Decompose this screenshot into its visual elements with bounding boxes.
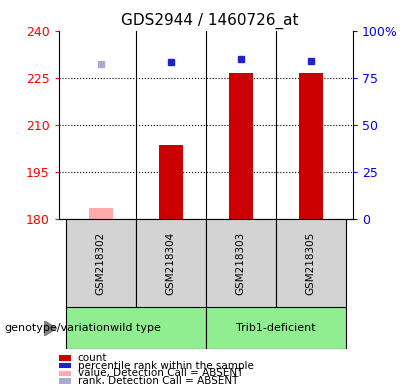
Bar — [89, 208, 113, 219]
Bar — [299, 73, 323, 219]
FancyBboxPatch shape — [206, 307, 346, 349]
Text: count: count — [78, 353, 107, 363]
Text: rank, Detection Call = ABSENT: rank, Detection Call = ABSENT — [78, 376, 238, 384]
Bar — [228, 73, 253, 219]
Text: GSM218303: GSM218303 — [236, 232, 246, 295]
Text: Trib1-deficient: Trib1-deficient — [236, 323, 315, 333]
Text: genotype/variation: genotype/variation — [4, 323, 110, 333]
FancyBboxPatch shape — [66, 307, 206, 349]
Polygon shape — [44, 321, 57, 336]
Text: GSM218304: GSM218304 — [166, 232, 176, 295]
Text: GSM218302: GSM218302 — [96, 232, 106, 295]
Bar — [159, 145, 183, 219]
Text: wild type: wild type — [110, 323, 161, 333]
Text: percentile rank within the sample: percentile rank within the sample — [78, 361, 254, 371]
Text: value, Detection Call = ABSENT: value, Detection Call = ABSENT — [78, 368, 243, 378]
FancyBboxPatch shape — [276, 219, 346, 307]
Text: GSM218305: GSM218305 — [306, 232, 316, 295]
FancyBboxPatch shape — [136, 219, 206, 307]
FancyBboxPatch shape — [206, 219, 276, 307]
Text: GDS2944 / 1460726_at: GDS2944 / 1460726_at — [121, 13, 299, 29]
FancyBboxPatch shape — [66, 219, 136, 307]
